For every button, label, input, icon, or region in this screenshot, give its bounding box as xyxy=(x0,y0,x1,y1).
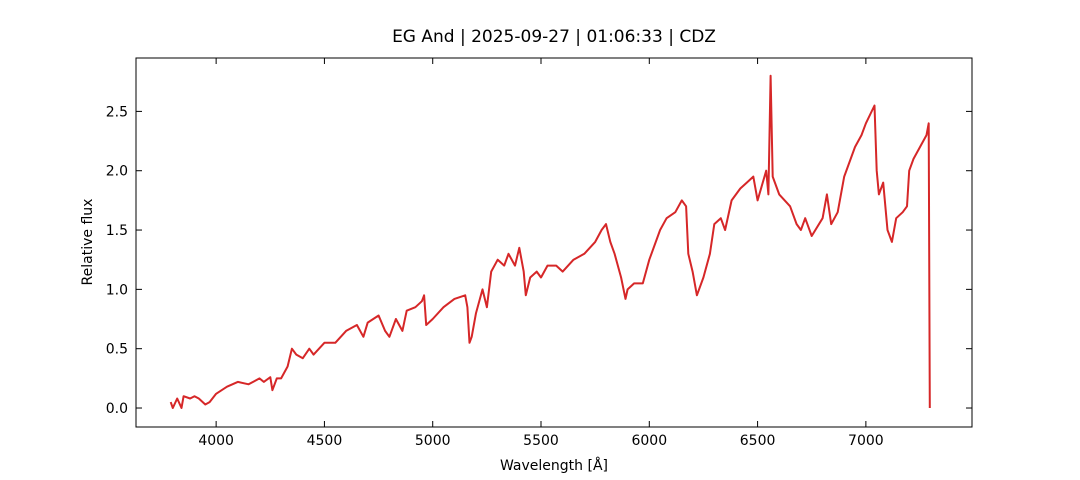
spectrum-line xyxy=(169,74,931,409)
y-tick-label: 1.5 xyxy=(106,223,128,239)
y-tick-label: 2.0 xyxy=(106,164,128,180)
x-tick-label: 7000 xyxy=(848,433,884,449)
y-axis-label: Relative flux xyxy=(80,199,96,286)
x-tick-label: 6000 xyxy=(631,433,667,449)
x-tick-label: 5500 xyxy=(523,433,559,449)
x-axis-label: Wavelength [Å] xyxy=(500,457,608,474)
x-tick-label: 4000 xyxy=(198,433,234,449)
x-tick-label: 5000 xyxy=(415,433,451,449)
chart-title: EG And | 2025-09-27 | 01:06:33 | CDZ xyxy=(392,27,716,47)
y-tick-label: 0.5 xyxy=(106,342,128,358)
plot-frame xyxy=(135,57,973,428)
y-tick-label: 0.0 xyxy=(106,401,128,417)
y-tick-label: 2.5 xyxy=(106,104,128,120)
y-tick-label: 1.0 xyxy=(106,282,128,298)
x-tick-label: 6500 xyxy=(740,433,776,449)
x-tick-label: 4500 xyxy=(307,433,343,449)
